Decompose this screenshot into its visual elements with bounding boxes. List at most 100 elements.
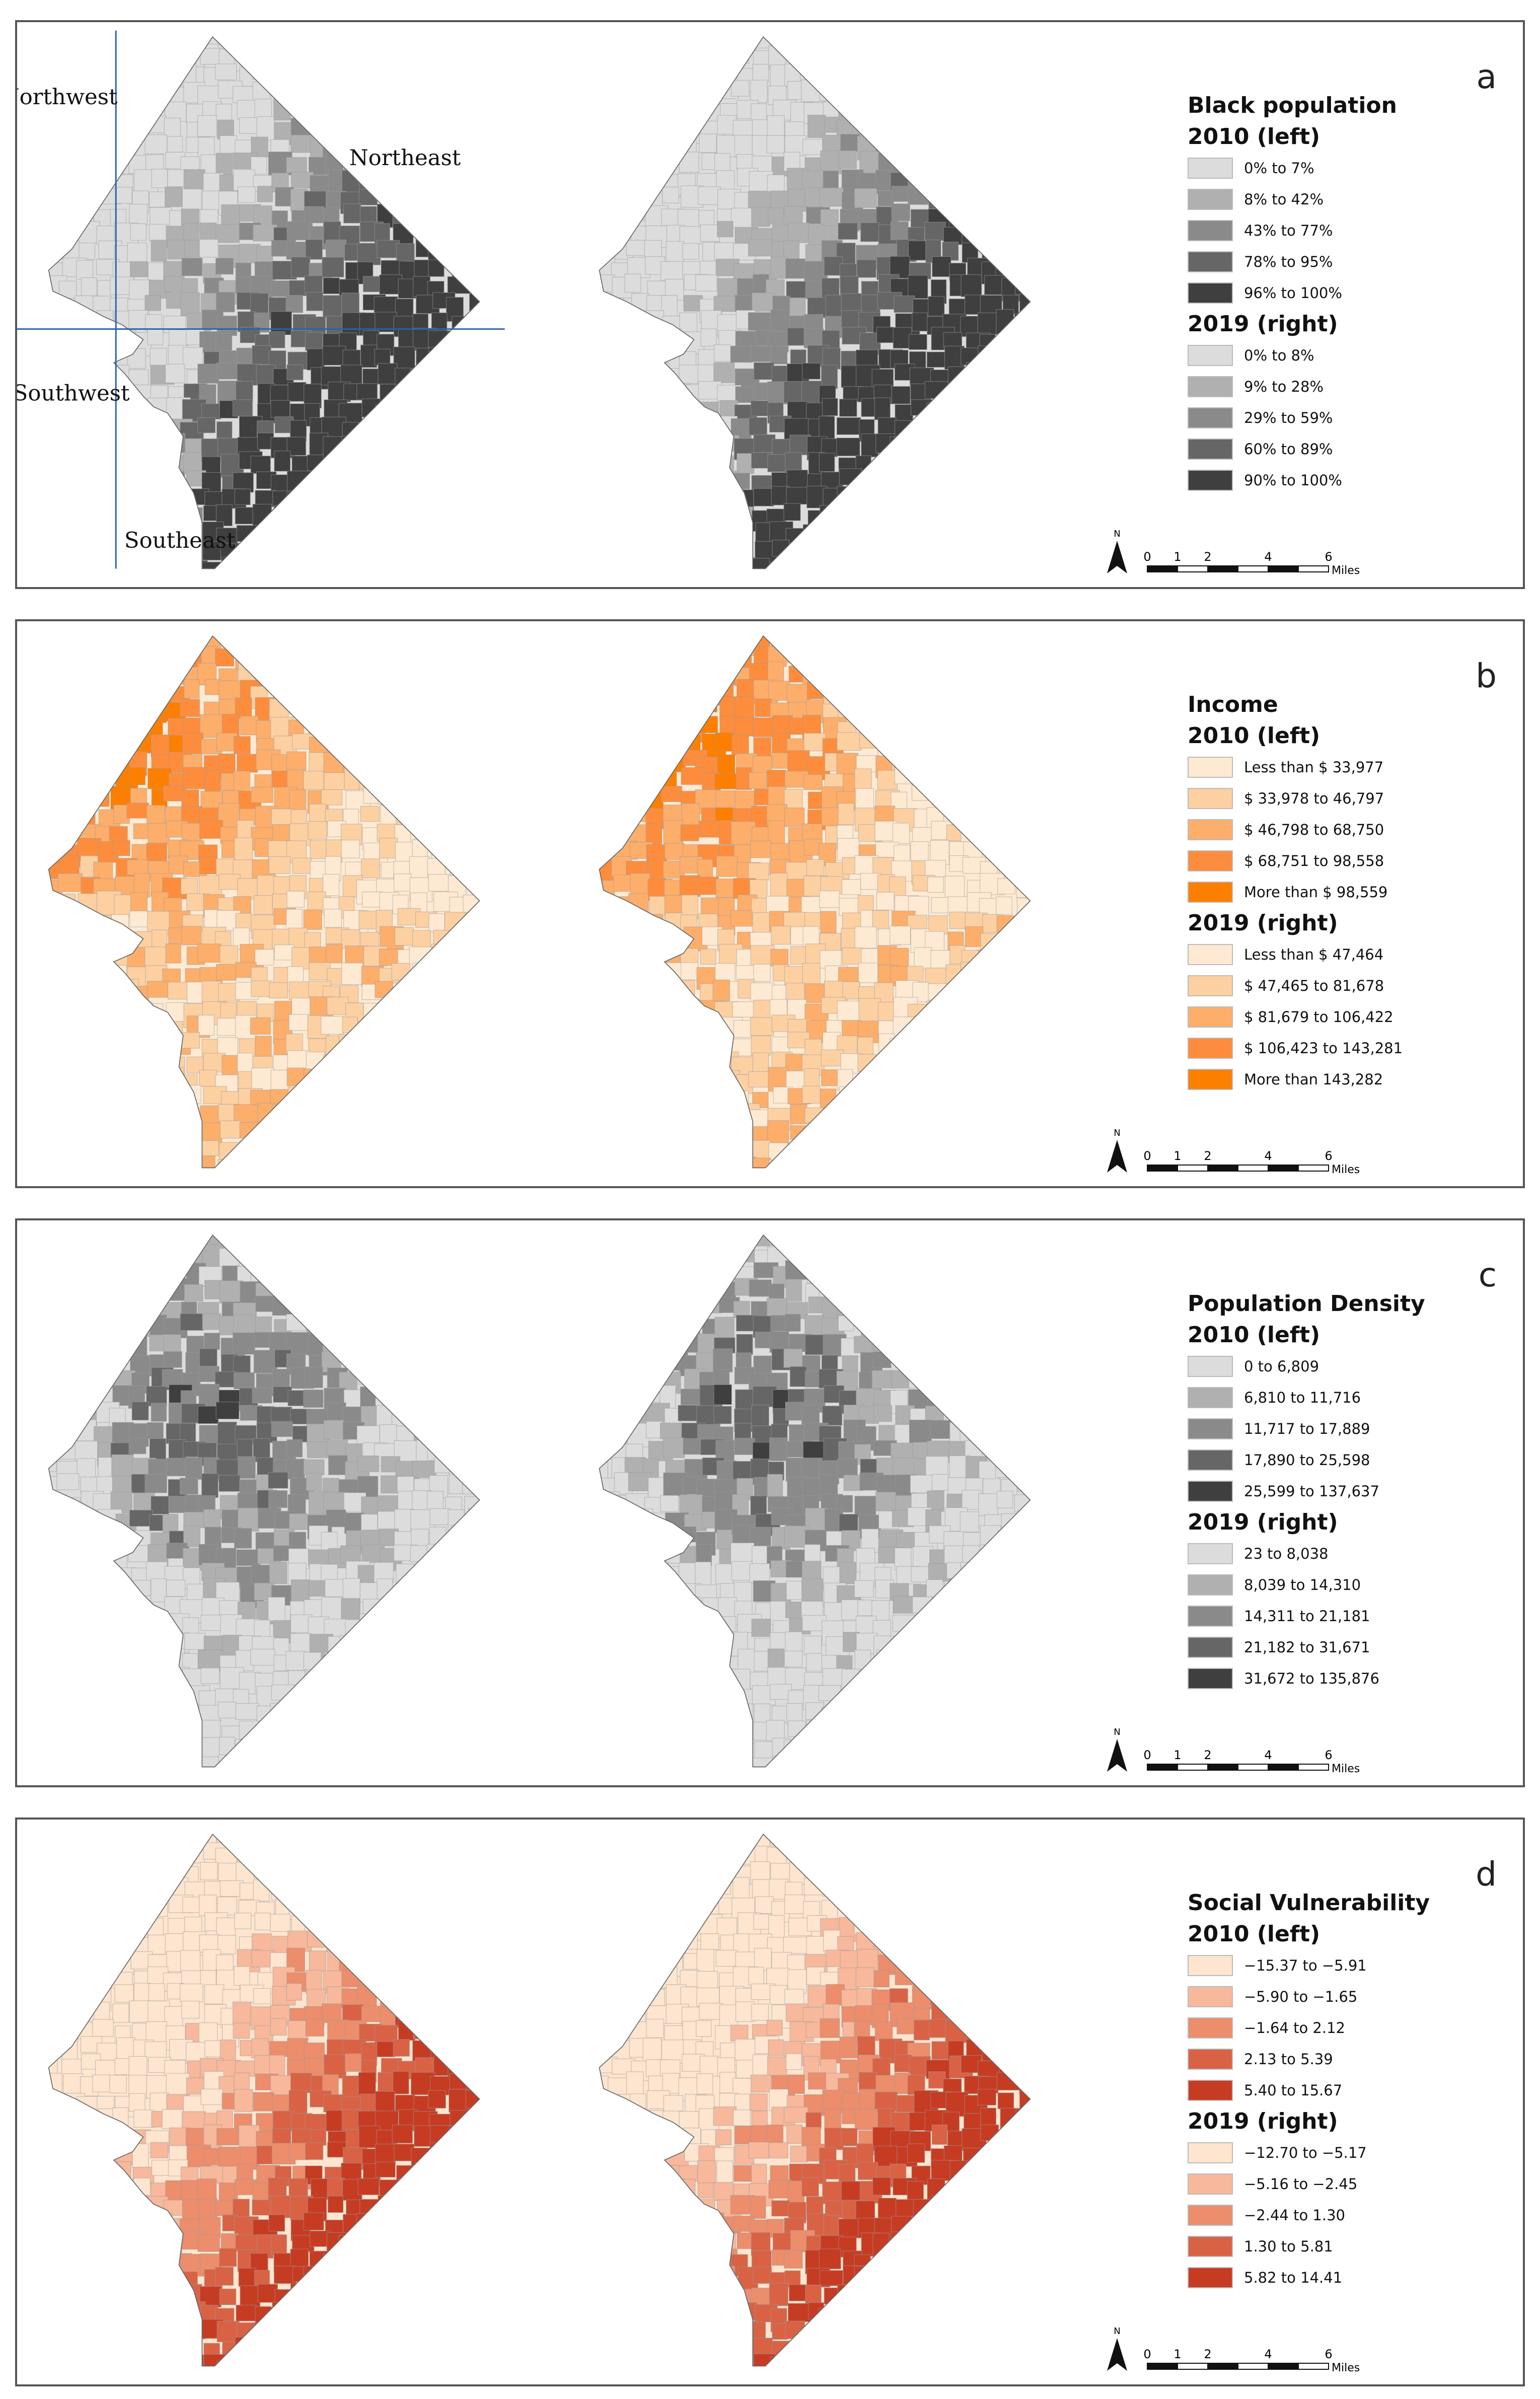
tract-polygon — [730, 80, 750, 97]
choropleth-maps — [48, 1833, 1031, 2367]
tract-polygon — [612, 1317, 630, 1341]
tract-polygon — [57, 350, 78, 373]
tract-polygon — [659, 1265, 683, 1286]
tract-polygon — [376, 1318, 395, 1336]
tract-polygon — [648, 1235, 667, 1256]
tract-polygon — [841, 365, 859, 388]
tract-polygon — [1019, 1755, 1031, 1767]
tract-polygon — [309, 1262, 330, 1281]
tract-polygon — [783, 1739, 803, 1758]
tract-polygon — [322, 345, 346, 366]
tract-polygon — [184, 1842, 205, 1863]
tract-polygon — [399, 1144, 422, 1166]
tract-polygon — [613, 382, 638, 398]
tract-polygon — [1018, 224, 1031, 244]
tract-polygon — [942, 100, 961, 121]
tract-polygon — [451, 1899, 467, 1918]
tract-polygon — [127, 859, 149, 876]
tract-polygon — [48, 1315, 68, 1339]
tract-polygon — [375, 1073, 398, 1096]
tract-polygon — [75, 636, 92, 651]
tract-polygon — [447, 703, 465, 723]
tract-polygon — [875, 1668, 892, 1690]
tract-polygon — [197, 1140, 219, 1156]
tract-polygon — [678, 1562, 697, 1586]
tract-polygon — [1014, 1457, 1031, 1480]
tract-polygon — [1013, 1600, 1029, 1622]
tract-polygon — [925, 1405, 944, 1422]
tract-polygon — [48, 417, 68, 439]
tract-polygon — [290, 1281, 315, 1298]
tract-polygon — [698, 186, 721, 205]
tract-polygon — [1015, 697, 1031, 718]
tract-polygon — [251, 1834, 274, 1847]
tract-polygon — [1014, 369, 1031, 390]
tract-polygon — [376, 662, 399, 686]
tract-polygon — [875, 1235, 894, 1246]
tract-polygon — [648, 422, 671, 442]
tract-polygon — [462, 1337, 480, 1358]
tract-polygon — [907, 1038, 932, 1060]
tract-polygon — [717, 278, 738, 297]
tract-polygon — [717, 221, 734, 238]
tract-polygon — [291, 1915, 316, 1932]
tract-polygon — [624, 1036, 647, 1059]
tract-polygon — [363, 1002, 383, 1019]
tract-polygon — [667, 524, 685, 549]
tract-polygon — [288, 522, 313, 538]
tract-polygon — [892, 133, 913, 157]
tract-polygon — [679, 415, 703, 441]
tract-polygon — [931, 1474, 949, 1491]
tract-polygon — [997, 508, 1019, 532]
tract-polygon — [151, 1235, 171, 1248]
tract-polygon — [306, 1670, 330, 1689]
tract-polygon — [599, 350, 608, 372]
tract-polygon — [599, 1127, 613, 1150]
tract-polygon — [599, 1157, 619, 1168]
tract-polygon — [93, 1599, 115, 1616]
tract-polygon — [128, 120, 148, 142]
tract-polygon — [871, 1370, 895, 1389]
tract-polygon — [599, 788, 612, 812]
tract-polygon — [165, 1834, 182, 1849]
tract-polygon — [839, 542, 859, 561]
legend-item: Less than $ 47,464 — [1188, 939, 1490, 970]
tract-polygon — [929, 507, 948, 528]
tract-polygon — [628, 1351, 651, 1371]
tract-polygon — [94, 1953, 112, 1975]
tract-polygon — [79, 1834, 97, 1846]
tract-polygon — [434, 999, 456, 1021]
tract-polygon — [430, 1561, 448, 1583]
tract-polygon — [649, 433, 670, 452]
tract-polygon — [109, 45, 127, 63]
tract-polygon — [924, 417, 945, 441]
tract-polygon — [344, 82, 366, 102]
tract-polygon — [323, 1420, 344, 1439]
tract-polygon — [446, 1103, 463, 1125]
tract-polygon — [610, 415, 630, 434]
tract-polygon — [167, 490, 185, 510]
tract-polygon — [409, 540, 432, 564]
tract-polygon — [61, 665, 82, 683]
tract-polygon — [48, 348, 65, 366]
tract-polygon — [699, 636, 722, 646]
tract-polygon — [93, 915, 112, 936]
tract-polygon — [599, 1581, 615, 1602]
legend-title: Black population — [1188, 93, 1397, 118]
tract-polygon — [323, 544, 342, 564]
tract-polygon — [877, 770, 898, 790]
tract-polygon — [661, 982, 681, 1002]
tract-polygon — [927, 1603, 948, 1621]
tract-polygon — [112, 1001, 132, 1019]
tract-polygon — [649, 925, 667, 945]
tract-polygon — [1013, 984, 1031, 1008]
tract-polygon — [909, 1690, 929, 1708]
tract-polygon — [966, 206, 991, 223]
tract-polygon — [445, 1860, 469, 1881]
tract-polygon — [48, 224, 63, 245]
tract-polygon — [769, 1437, 788, 1462]
tract-polygon — [395, 1919, 418, 1940]
tract-polygon — [57, 522, 76, 540]
tract-polygon — [271, 809, 295, 826]
tract-polygon — [661, 786, 683, 803]
